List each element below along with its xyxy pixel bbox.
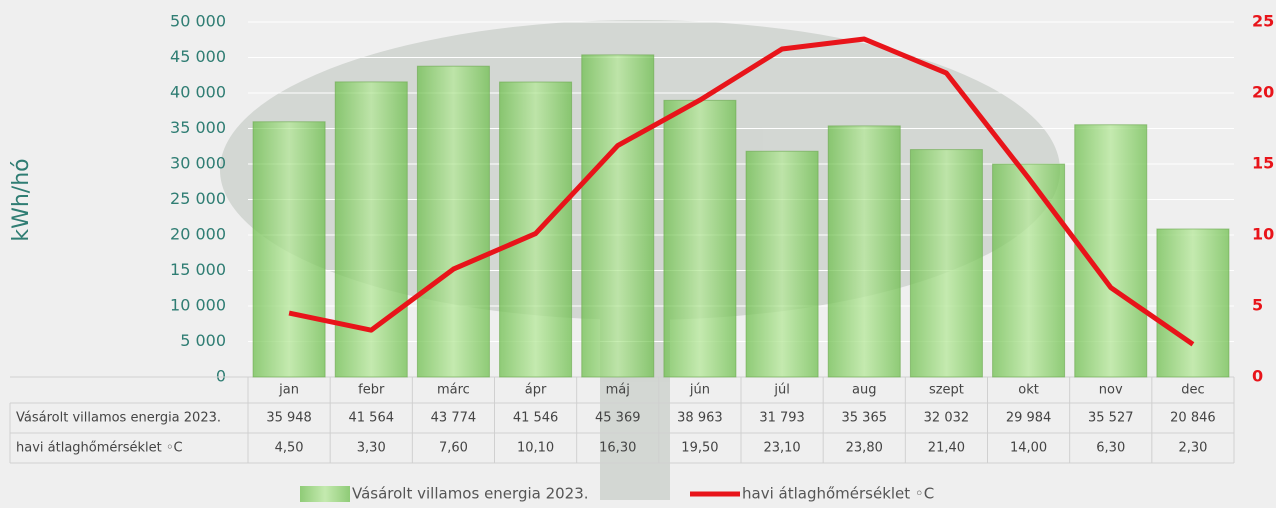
y-axis-label: kWh/hó xyxy=(9,158,34,241)
y-tick-label: 20 000 xyxy=(170,225,226,244)
y2-tick-label: 25 xyxy=(1252,12,1274,31)
bar xyxy=(417,66,489,377)
table-cell: 2,30 xyxy=(1178,441,1207,456)
y-tick-label: 40 000 xyxy=(170,83,226,102)
table-cell: 3,30 xyxy=(357,441,386,456)
bar xyxy=(664,100,736,377)
table-cell: 35 948 xyxy=(266,411,312,426)
x-tick-label: dec xyxy=(1181,383,1204,398)
legend-label: Vásárolt villamos energia 2023. xyxy=(352,485,589,503)
table-cell: 35 365 xyxy=(842,411,888,426)
chart: kWh/hó 0 5 000 10 000 15 000 20 000 25 000 30 … xyxy=(0,0,1276,508)
y-tick-label: 15 000 xyxy=(170,260,226,279)
bar xyxy=(993,164,1065,377)
table-cell: 7,60 xyxy=(439,441,468,456)
table-cell: 16,30 xyxy=(599,441,636,456)
y-tick-label: 35 000 xyxy=(170,118,226,137)
table-cell: 35 527 xyxy=(1088,411,1134,426)
x-tick-label: márc xyxy=(437,383,470,398)
table-cell: 41 564 xyxy=(349,411,395,426)
y-tick-label: 45 000 xyxy=(170,47,226,66)
y2-tick-label: 0 xyxy=(1252,367,1263,386)
bar xyxy=(1157,229,1229,377)
x-tick-label: ápr xyxy=(525,383,547,398)
legend-swatch xyxy=(300,486,350,502)
y-tick-label: 5 000 xyxy=(180,331,226,350)
x-tick-label: okt xyxy=(1018,383,1039,398)
y2-tick-label: 5 xyxy=(1252,296,1263,315)
x-tick-label: nov xyxy=(1099,383,1123,398)
table-cell: 41 546 xyxy=(513,411,559,426)
table-cell: 23,80 xyxy=(846,441,883,456)
table-row-header: havi átlaghőmérséklet ◦C xyxy=(16,441,183,456)
y-tick-label: 30 000 xyxy=(170,154,226,173)
table-cell: 6,30 xyxy=(1096,441,1125,456)
x-tick-label: júl xyxy=(773,383,789,398)
table-cell: 14,00 xyxy=(1010,441,1047,456)
table-row-header: Vásárolt villamos energia 2023. xyxy=(16,411,221,426)
bar xyxy=(500,82,572,377)
bar xyxy=(910,150,982,377)
legend-label: havi átlaghőmérséklet ◦C xyxy=(742,485,934,503)
y2-tick-label: 20 xyxy=(1252,83,1274,102)
table-cell: 4,50 xyxy=(275,441,304,456)
x-tick-label: jan xyxy=(278,383,299,398)
table-cell: 20 846 xyxy=(1170,411,1216,426)
table-cell: 38 963 xyxy=(677,411,723,426)
table-cell: 21,40 xyxy=(928,441,965,456)
y-tick-label: 50 000 xyxy=(170,12,226,31)
x-tick-label: máj xyxy=(606,383,630,398)
table-cell: 19,50 xyxy=(681,441,718,456)
x-tick-label: febr xyxy=(358,383,385,398)
y2-tick-label: 10 xyxy=(1252,225,1274,244)
table-cell: 43 774 xyxy=(431,411,477,426)
y2-tick-label: 15 xyxy=(1252,154,1274,173)
bar xyxy=(828,126,900,377)
x-tick-label: jún xyxy=(689,383,710,398)
x-tick-label: szept xyxy=(929,383,964,398)
y-tick-label: 0 xyxy=(216,367,226,386)
table-cell: 32 032 xyxy=(924,411,970,426)
bar xyxy=(746,151,818,377)
bar xyxy=(335,82,407,377)
table-cell: 23,10 xyxy=(763,441,800,456)
bar xyxy=(582,55,654,377)
y-tick-label: 25 000 xyxy=(170,189,226,208)
table-cell: 45 369 xyxy=(595,411,641,426)
y-tick-label: 10 000 xyxy=(170,296,226,315)
x-tick-label: aug xyxy=(852,383,876,398)
table-cell: 29 984 xyxy=(1006,411,1052,426)
table-cell: 31 793 xyxy=(759,411,805,426)
bar xyxy=(253,122,325,377)
table-cell: 10,10 xyxy=(517,441,554,456)
